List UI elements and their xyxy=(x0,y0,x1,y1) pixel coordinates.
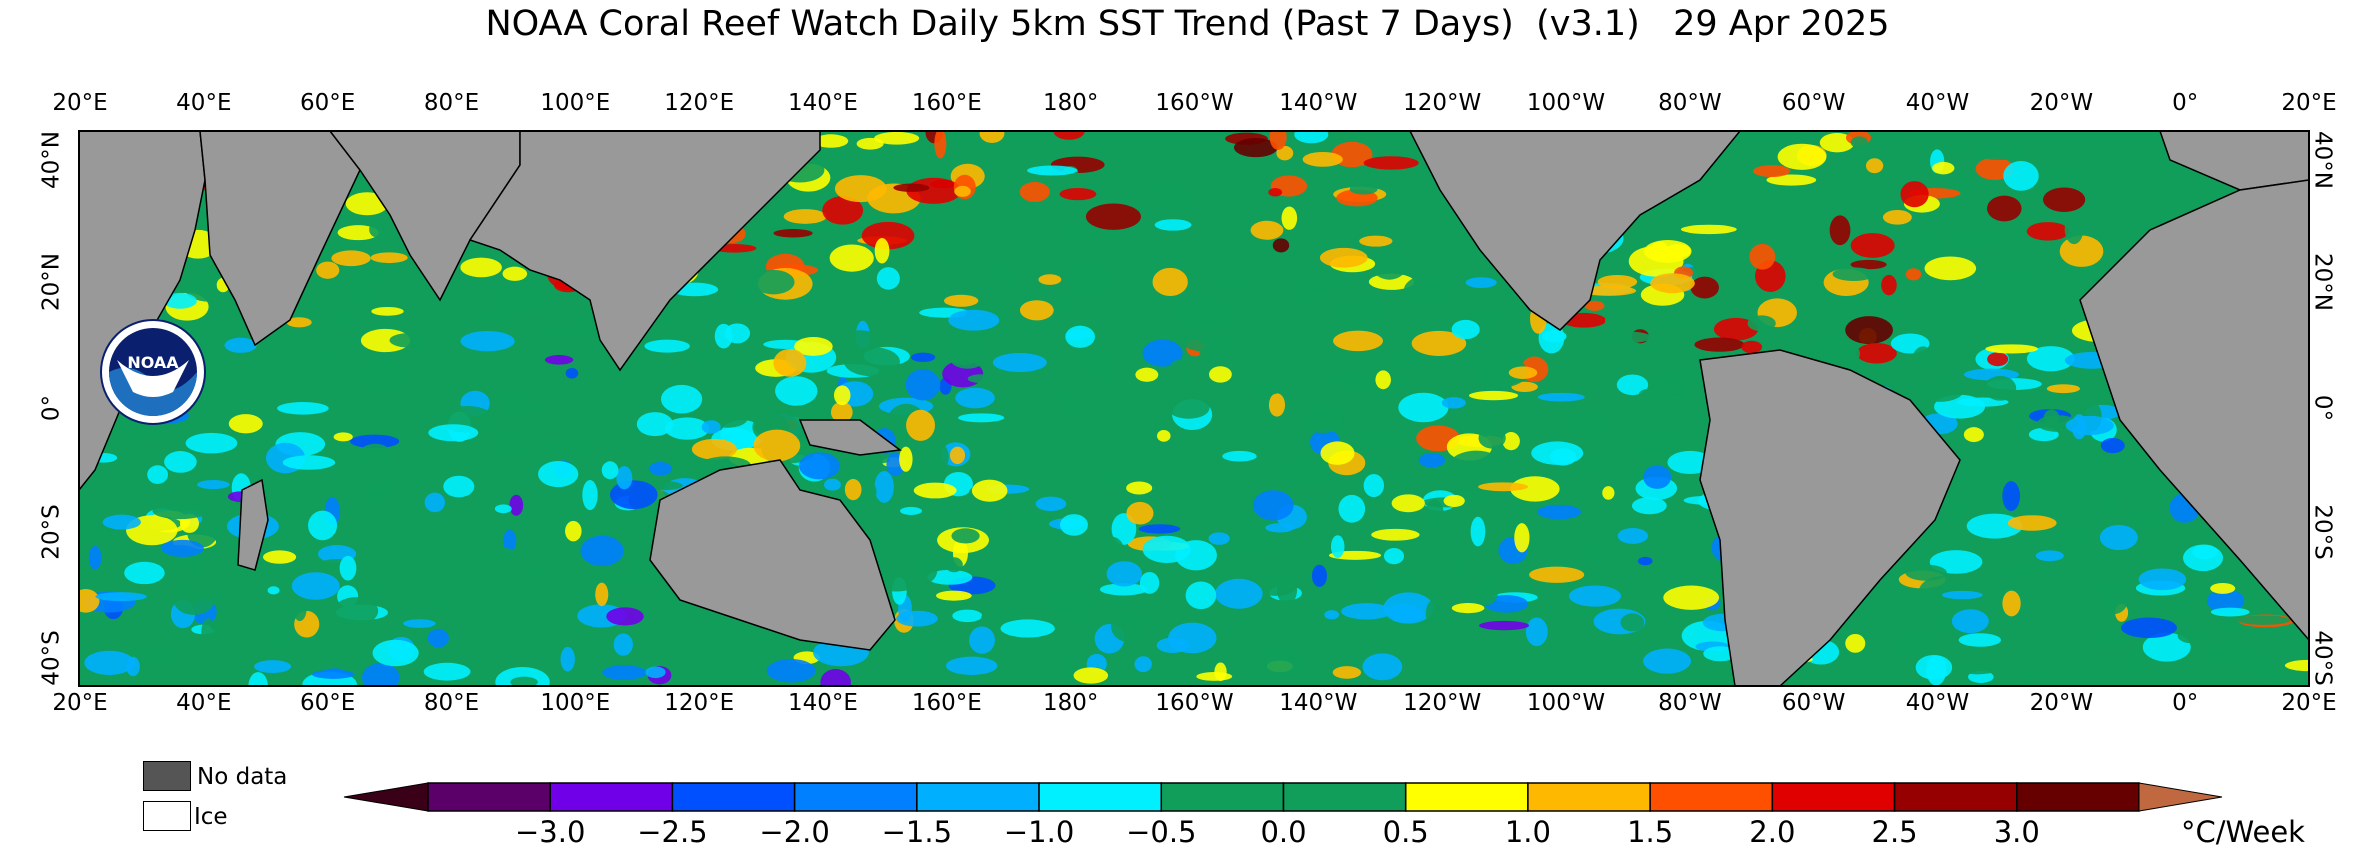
land-asia-east xyxy=(468,131,821,372)
latitude-label-left: 40°S xyxy=(38,630,65,686)
noaa-logo: NOAA xyxy=(100,319,206,425)
latitude-label-right: 0° xyxy=(2309,394,2336,422)
colorbar-segment xyxy=(1893,782,2018,812)
latitude-label-right: 20°S xyxy=(2309,504,2336,560)
longitude-label-bottom: 40°W xyxy=(1905,690,1970,716)
colorbar-segment xyxy=(1771,782,1896,812)
map-title: NOAA Coral Reef Watch Daily 5km SST Tren… xyxy=(485,4,1890,44)
legend-nodata-label: No data xyxy=(197,764,288,790)
colorbar-tick-label: 3.0 xyxy=(1993,815,2040,849)
longitude-label-top: 100°E xyxy=(540,90,611,116)
latitude-label-left: 0° xyxy=(38,394,65,422)
colorbar-segment xyxy=(1160,782,1285,812)
colorbar-segment xyxy=(2016,782,2140,812)
colorbar-tick-label: −3.0 xyxy=(514,815,586,849)
longitude-label-top: 60°E xyxy=(300,90,356,116)
colorbar-segment xyxy=(793,782,918,812)
colorbar-segment xyxy=(671,782,796,812)
noaa-logo-text: NOAA xyxy=(127,353,179,372)
colorbar-tick-label: 2.5 xyxy=(1871,815,1918,849)
colorbar-tick-label: 0.5 xyxy=(1382,815,1429,849)
colorbar-tick-label: 0.0 xyxy=(1260,815,1307,849)
longitude-label-top: 120°E xyxy=(664,90,735,116)
land-africa-east xyxy=(2079,179,2309,642)
longitude-label-bottom: 80°E xyxy=(423,690,480,716)
longitude-label-top: 160°E xyxy=(911,90,982,116)
longitude-label-top: 120°W xyxy=(1403,90,1482,116)
longitude-label-top: 100°W xyxy=(1526,90,1606,116)
longitude-label-bottom: 60°E xyxy=(300,690,356,716)
longitude-label-bottom: 120°E xyxy=(664,690,735,716)
colorbar-tick-label: 1.0 xyxy=(1504,815,1551,849)
longitude-label-bottom: 140°W xyxy=(1279,690,1358,716)
longitude-label-bottom: 20°E xyxy=(52,690,108,716)
colorbar-tick-label: −2.5 xyxy=(637,815,708,849)
legend-nodata-swatch xyxy=(143,761,191,791)
colorbar-segment xyxy=(1527,782,1651,812)
land-madagascar xyxy=(237,478,269,571)
legend-ice-label: Ice xyxy=(194,804,228,830)
colorbar-segment xyxy=(1038,782,1163,812)
longitude-label-top: 20°E xyxy=(52,90,108,116)
colorbar-segment xyxy=(549,782,674,812)
longitude-label-top: 140°E xyxy=(788,90,858,116)
legend-ice-swatch xyxy=(143,801,191,831)
colorbar-tick-label: −2.0 xyxy=(759,815,830,849)
longitude-label-bottom: 60°W xyxy=(1781,690,1846,716)
colorbar-segment xyxy=(427,782,551,812)
colorbar-segment xyxy=(916,782,1040,812)
longitude-label-bottom: 40°E xyxy=(176,690,232,716)
colorbar xyxy=(343,782,2223,812)
longitude-label-bottom: 100°E xyxy=(540,690,611,716)
land-south-america xyxy=(1699,349,1961,686)
latitude-label-left: 20°S xyxy=(38,504,65,560)
colorbar-tick-label: −1.5 xyxy=(881,815,953,849)
longitude-label-bottom: 80°W xyxy=(1658,690,1722,716)
longitude-label-bottom: 160°W xyxy=(1155,690,1234,716)
longitude-label-top: 0° xyxy=(2172,90,2199,116)
longitude-label-bottom: 20°E xyxy=(2281,690,2337,716)
colorbar-over-arrow xyxy=(2138,782,2223,812)
latitude-label-left: 20°N xyxy=(38,253,65,311)
colorbar-segment xyxy=(1404,782,1529,812)
longitude-label-top: 180° xyxy=(1042,90,1099,116)
longitude-label-bottom: 180° xyxy=(1042,690,1099,716)
colorbar-tick-label: 1.5 xyxy=(1627,815,1674,849)
land-new-guinea xyxy=(798,419,902,456)
land-australia xyxy=(649,459,896,651)
latitude-label-left: 40°N xyxy=(38,131,65,189)
land-north-america xyxy=(1409,131,1741,331)
longitude-label-bottom: 160°E xyxy=(911,690,982,716)
longitude-label-bottom: 20°W xyxy=(2029,690,2094,716)
longitude-label-top: 40°E xyxy=(176,90,232,116)
colorbar-segment xyxy=(1282,782,1407,812)
map-frame xyxy=(78,130,2310,687)
colorbar-tick-label: −0.5 xyxy=(1126,815,1197,849)
longitude-label-top: 20°E xyxy=(2281,90,2337,116)
colorbar-tick-label: −1.0 xyxy=(1003,815,1075,849)
longitude-label-top: 60°W xyxy=(1781,90,1846,116)
colorbar-tick-label: 2.0 xyxy=(1749,815,1796,849)
colorbar-segment xyxy=(1649,782,1774,812)
longitude-label-top: 40°W xyxy=(1905,90,1970,116)
longitude-label-top: 140°W xyxy=(1279,90,1358,116)
latitude-label-right: 40°S xyxy=(2309,630,2336,686)
longitude-label-bottom: 0° xyxy=(2172,690,2199,716)
latitude-label-right: 20°N xyxy=(2309,253,2336,311)
latitude-label-right: 40°N xyxy=(2309,131,2336,189)
longitude-label-top: 80°W xyxy=(1658,90,1722,116)
colorbar-under-arrow xyxy=(343,782,429,812)
colorbar-unit: °C/Week xyxy=(2181,815,2305,849)
longitude-label-top: 20°W xyxy=(2029,90,2094,116)
longitude-label-bottom: 120°W xyxy=(1403,690,1482,716)
longitude-label-top: 80°E xyxy=(423,90,480,116)
longitude-label-bottom: 100°W xyxy=(1526,690,1606,716)
longitude-label-top: 160°W xyxy=(1155,90,1234,116)
longitude-label-bottom: 140°E xyxy=(788,690,858,716)
